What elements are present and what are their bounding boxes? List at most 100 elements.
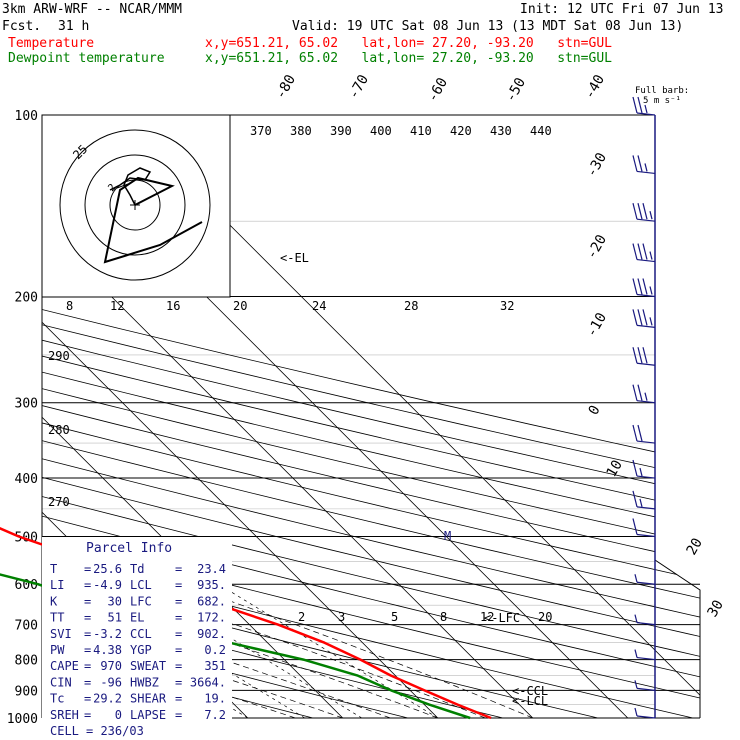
barb-flag-500-0 xyxy=(632,518,638,535)
isotherm-label-0: -80 xyxy=(273,72,300,102)
barb-half-700 xyxy=(634,614,638,623)
wind-barb-350 xyxy=(632,424,656,444)
isotherm-20 xyxy=(42,115,439,718)
theta-low-label-280: 280 xyxy=(48,423,70,437)
isotherm-label-11: 30 xyxy=(705,597,727,620)
dry-adiabat-450 xyxy=(42,115,700,718)
speed-label-24: 24 xyxy=(312,299,326,313)
parcel-key-LCL: LCL xyxy=(130,578,152,592)
parcel-eq2-5: = xyxy=(175,643,182,657)
parcel-val-LI: -4.9 xyxy=(93,578,122,592)
parcel-val-PW: 4.38 xyxy=(93,643,122,657)
parcel-eq1-8: = xyxy=(84,692,91,706)
barb-shaft-700 xyxy=(636,621,656,626)
parcel-eq1-0: = xyxy=(84,562,91,576)
theta-label-440: 440 xyxy=(530,124,552,138)
barb-half-150 xyxy=(649,211,653,220)
mixing-ratio-20 xyxy=(218,583,438,718)
pressure-label-800: 800 xyxy=(15,654,38,669)
temperature-legend: Temperature xyxy=(8,36,95,51)
barb-flag-300-0 xyxy=(632,384,638,401)
barb-flag-225-2 xyxy=(642,309,648,326)
barb-shaft-100 xyxy=(636,112,656,116)
barb-flag-150-2 xyxy=(642,203,648,220)
parcel-val-Tc: 29.2 xyxy=(93,692,122,706)
parcel-key-Tc: Tc xyxy=(50,692,64,706)
dry-adiabat-390 xyxy=(42,115,700,718)
parcel-val-CCL: 902. xyxy=(197,627,226,641)
temperature-location: x,y=651.21, 65.02 lat,lon= 27.20, -93.20… xyxy=(205,36,612,51)
parcel-key-Td: Td xyxy=(130,562,144,576)
theta-low-label-290: 290 xyxy=(48,349,70,363)
parcel-eq1-6: = xyxy=(84,659,91,673)
isotherm-label-9: 10 xyxy=(604,457,626,480)
wind-barb-900 xyxy=(634,680,656,692)
hodograph-trace-low xyxy=(109,167,152,206)
mixing-ratio-12 xyxy=(142,583,362,718)
parcel-eq1-5: = xyxy=(84,643,91,657)
parcel-cell-val: = 236/03 xyxy=(86,724,144,738)
parcel-eq1-7: = xyxy=(84,675,91,689)
temperature-trace xyxy=(0,526,492,720)
parcel-eq1-4: = xyxy=(84,627,91,641)
hodograph-ring-50 xyxy=(84,154,186,256)
mixing-ratio-label-5: 5 xyxy=(391,610,398,624)
dewpoint-location: x,y=651.21, 65.02 lat,lon= 27.20, -93.20… xyxy=(205,51,612,66)
parcel-val-HWBZ: 3664. xyxy=(190,675,226,689)
dry-adiabat-380 xyxy=(42,115,700,718)
parcel-box-bg xyxy=(42,537,232,723)
parcel-val-YGP: 0.2 xyxy=(204,643,226,657)
barb-flag-350-1 xyxy=(637,424,643,442)
speed-label-20: 20 xyxy=(233,299,247,313)
parcel-key-SHEAR: SHEAR xyxy=(130,692,167,706)
parcel-key-LFC: LFC xyxy=(130,594,152,608)
theta-label-390: 390 xyxy=(330,124,352,138)
wind-barb-400 xyxy=(632,459,656,479)
wind-barb-700 xyxy=(634,614,656,626)
valid-time: Valid: 19 UTC Sat 08 Jun 13 (13 MDT Sat … xyxy=(292,19,684,34)
parcel-key-SWEAT: SWEAT xyxy=(130,659,166,673)
wind-barb-200 xyxy=(632,278,656,298)
wind-barb-500 xyxy=(632,518,656,538)
isotherm-label-2: -60 xyxy=(425,75,452,105)
barb-flag-225-0 xyxy=(632,309,638,326)
el-label: <-EL xyxy=(280,251,309,265)
hodograph-frame xyxy=(41,114,231,298)
parcel-key-CCL: CCL xyxy=(130,627,152,641)
lfc-label: <-LFC xyxy=(484,611,520,625)
parcel-val-SVI: -3.2 xyxy=(93,627,122,641)
theta-label-430: 430 xyxy=(490,124,512,138)
dry-adiabat-310 xyxy=(42,115,598,718)
parcel-val-TT: 51 xyxy=(108,611,122,625)
parcel-title: Parcel Info xyxy=(86,541,172,556)
barb-flag-125-1 xyxy=(637,155,643,172)
parcel-key-CIN: CIN xyxy=(50,675,72,689)
barb-shaft-300 xyxy=(636,400,656,404)
parcel-eq2-3: = xyxy=(175,611,182,625)
isotherm-label-3: -50 xyxy=(503,75,530,105)
barb-half-800 xyxy=(634,649,638,658)
wind-barb-800 xyxy=(634,649,656,661)
parcel-eq2-4: = xyxy=(175,627,182,641)
parcel-cell-key: CELL xyxy=(50,724,79,738)
ccl-label: <-CCL xyxy=(512,684,548,698)
pressure-label-300: 300 xyxy=(15,397,38,412)
parcel-eq2-8: = xyxy=(175,692,182,706)
forecast-hour: 31 h xyxy=(58,19,90,34)
barb-half-600 xyxy=(634,574,638,583)
isotherm-10 xyxy=(42,115,344,718)
barb-shaft-400 xyxy=(636,475,656,479)
parcel-eq2-7: = xyxy=(175,675,182,689)
theta-low-label-270: 270 xyxy=(48,495,70,509)
barb-shaft-260 xyxy=(636,362,656,366)
barb-shaft-150 xyxy=(636,218,656,222)
mixing-ratio-label-3: 3 xyxy=(338,610,345,624)
full-barb-title: Full barb: xyxy=(635,86,689,96)
parcel-key-T: T xyxy=(50,562,57,576)
pressure-label-400: 400 xyxy=(15,472,38,487)
parcel-key-EL: EL xyxy=(130,611,144,625)
parcel-eq2-2: = xyxy=(175,594,182,608)
speed-label-12: 12 xyxy=(110,299,124,313)
barb-half-225 xyxy=(649,317,653,326)
